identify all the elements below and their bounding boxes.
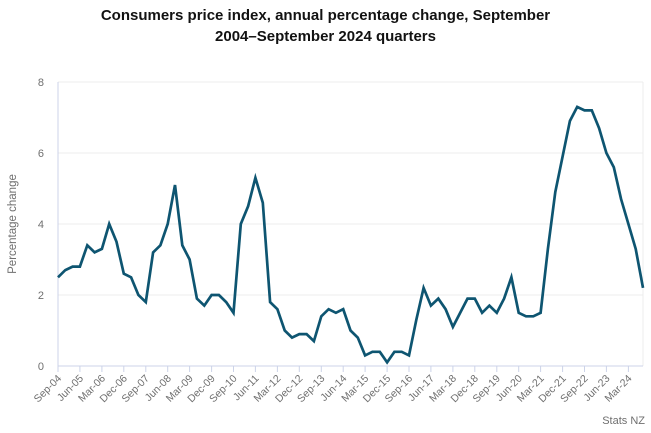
y-axis-title: Percentage change — [7, 174, 19, 274]
y-tick-label-4: 4 — [38, 219, 44, 231]
cpi-line-series — [57, 105, 645, 365]
chart-title-line-1: Consumers price index, annual percentage… — [100, 7, 551, 24]
y-tick-label-0: 0 — [38, 361, 44, 373]
y-tick-label-2: 2 — [38, 290, 44, 302]
y-tick-label-6: 6 — [38, 148, 44, 160]
chart-title-line-2: 2004–September 2024 quarters — [215, 28, 436, 45]
source-attribution: Stats NZ — [602, 415, 645, 427]
chart-title: Consumers price index, annual percentage… — [0, 5, 651, 47]
y-tick-label-8: 8 — [38, 77, 44, 89]
